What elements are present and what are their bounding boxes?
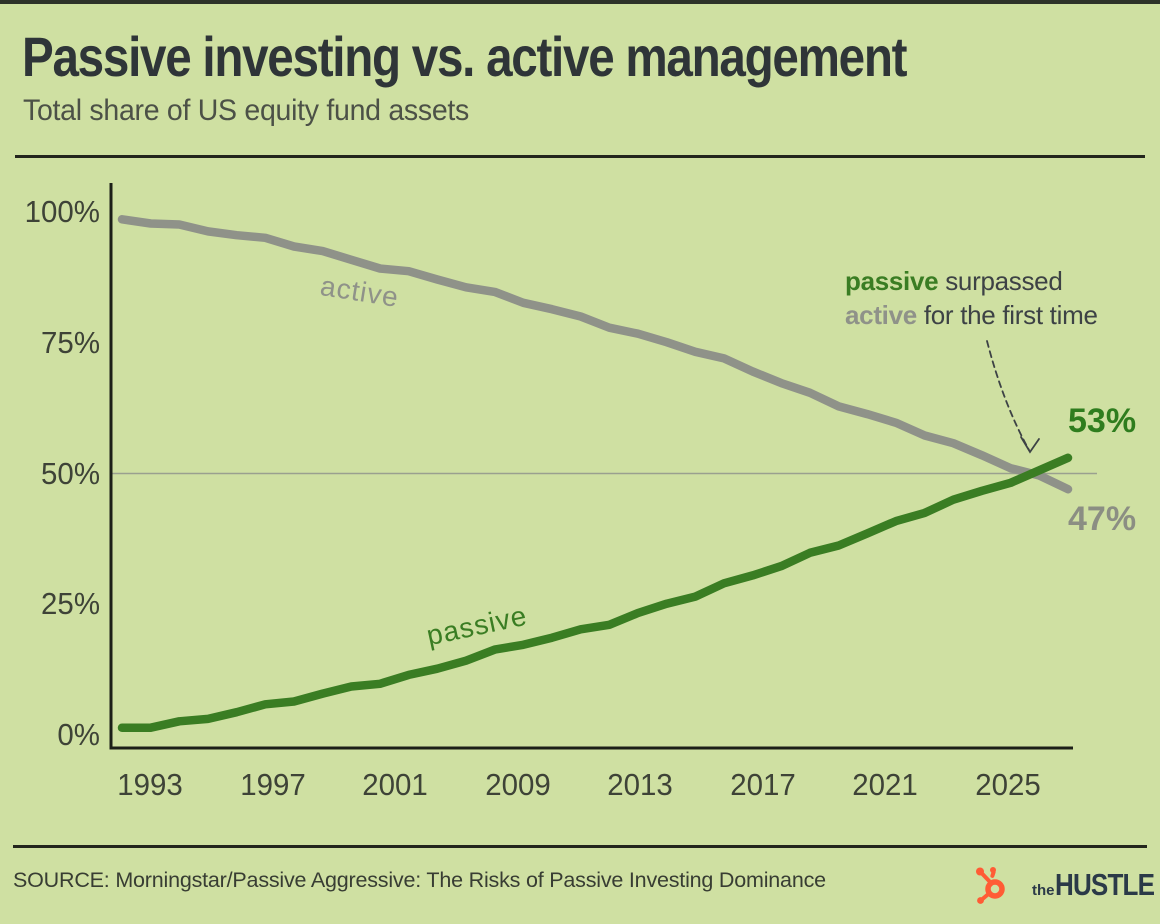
annotation-line1-text: surpassed [938,266,1063,296]
top-border-bar [0,0,1160,4]
annotation-passive-word: passive [845,266,939,296]
y-tick-label: 0% [57,717,100,752]
passive-series-line [117,453,1073,732]
annotation-line-1: passive surpassed [845,264,1155,298]
passive-line-label: passive [423,599,530,652]
brand-wordmark: the HUSTLE [1032,867,1160,903]
annotation-line2-text: for the first time [916,300,1098,330]
y-tick-label: 25% [41,586,100,622]
brand-the: the [1032,882,1055,899]
page-subtitle: Total share of US equity fund assets [23,94,469,127]
annotation-line-2: active for the first time [845,298,1155,332]
page-title: Passive investing vs. active management [22,25,908,88]
source-credit: SOURCE: Morningstar/Passive Aggressive: … [13,868,826,892]
y-tick-label: 50% [41,455,100,491]
header-divider [15,155,1145,158]
x-tick-label: 2017 [730,767,796,802]
active-series-line [117,215,1073,494]
brand-hustle: HUSTLE [1054,867,1155,902]
x-tick-label: 2001 [362,767,428,802]
passive-end-value-label: 53% [1068,402,1137,440]
x-tick-label: 1997 [239,767,306,802]
y-tick-label: 100% [24,194,100,229]
x-tick-label: 2009 [484,767,551,802]
x-tick-label: 2013 [607,767,674,802]
footer-divider [13,845,1147,848]
x-tick-label: 2021 [852,767,919,802]
x-tick-label: 2025 [975,767,1041,802]
active-end-value-label: 47% [1068,500,1137,538]
annotation-arrow [986,340,1040,454]
active-line-label: active [318,270,402,314]
the-hustle-logo: the HUSTLE [972,862,1154,908]
x-tick-label: 1993 [117,767,183,802]
y-tick-label: 75% [41,324,100,360]
crossover-annotation: passive surpassed active for the first t… [845,264,1155,332]
hubspot-sprocket-icon [976,867,1005,904]
annotation-active-word: active [845,300,917,330]
